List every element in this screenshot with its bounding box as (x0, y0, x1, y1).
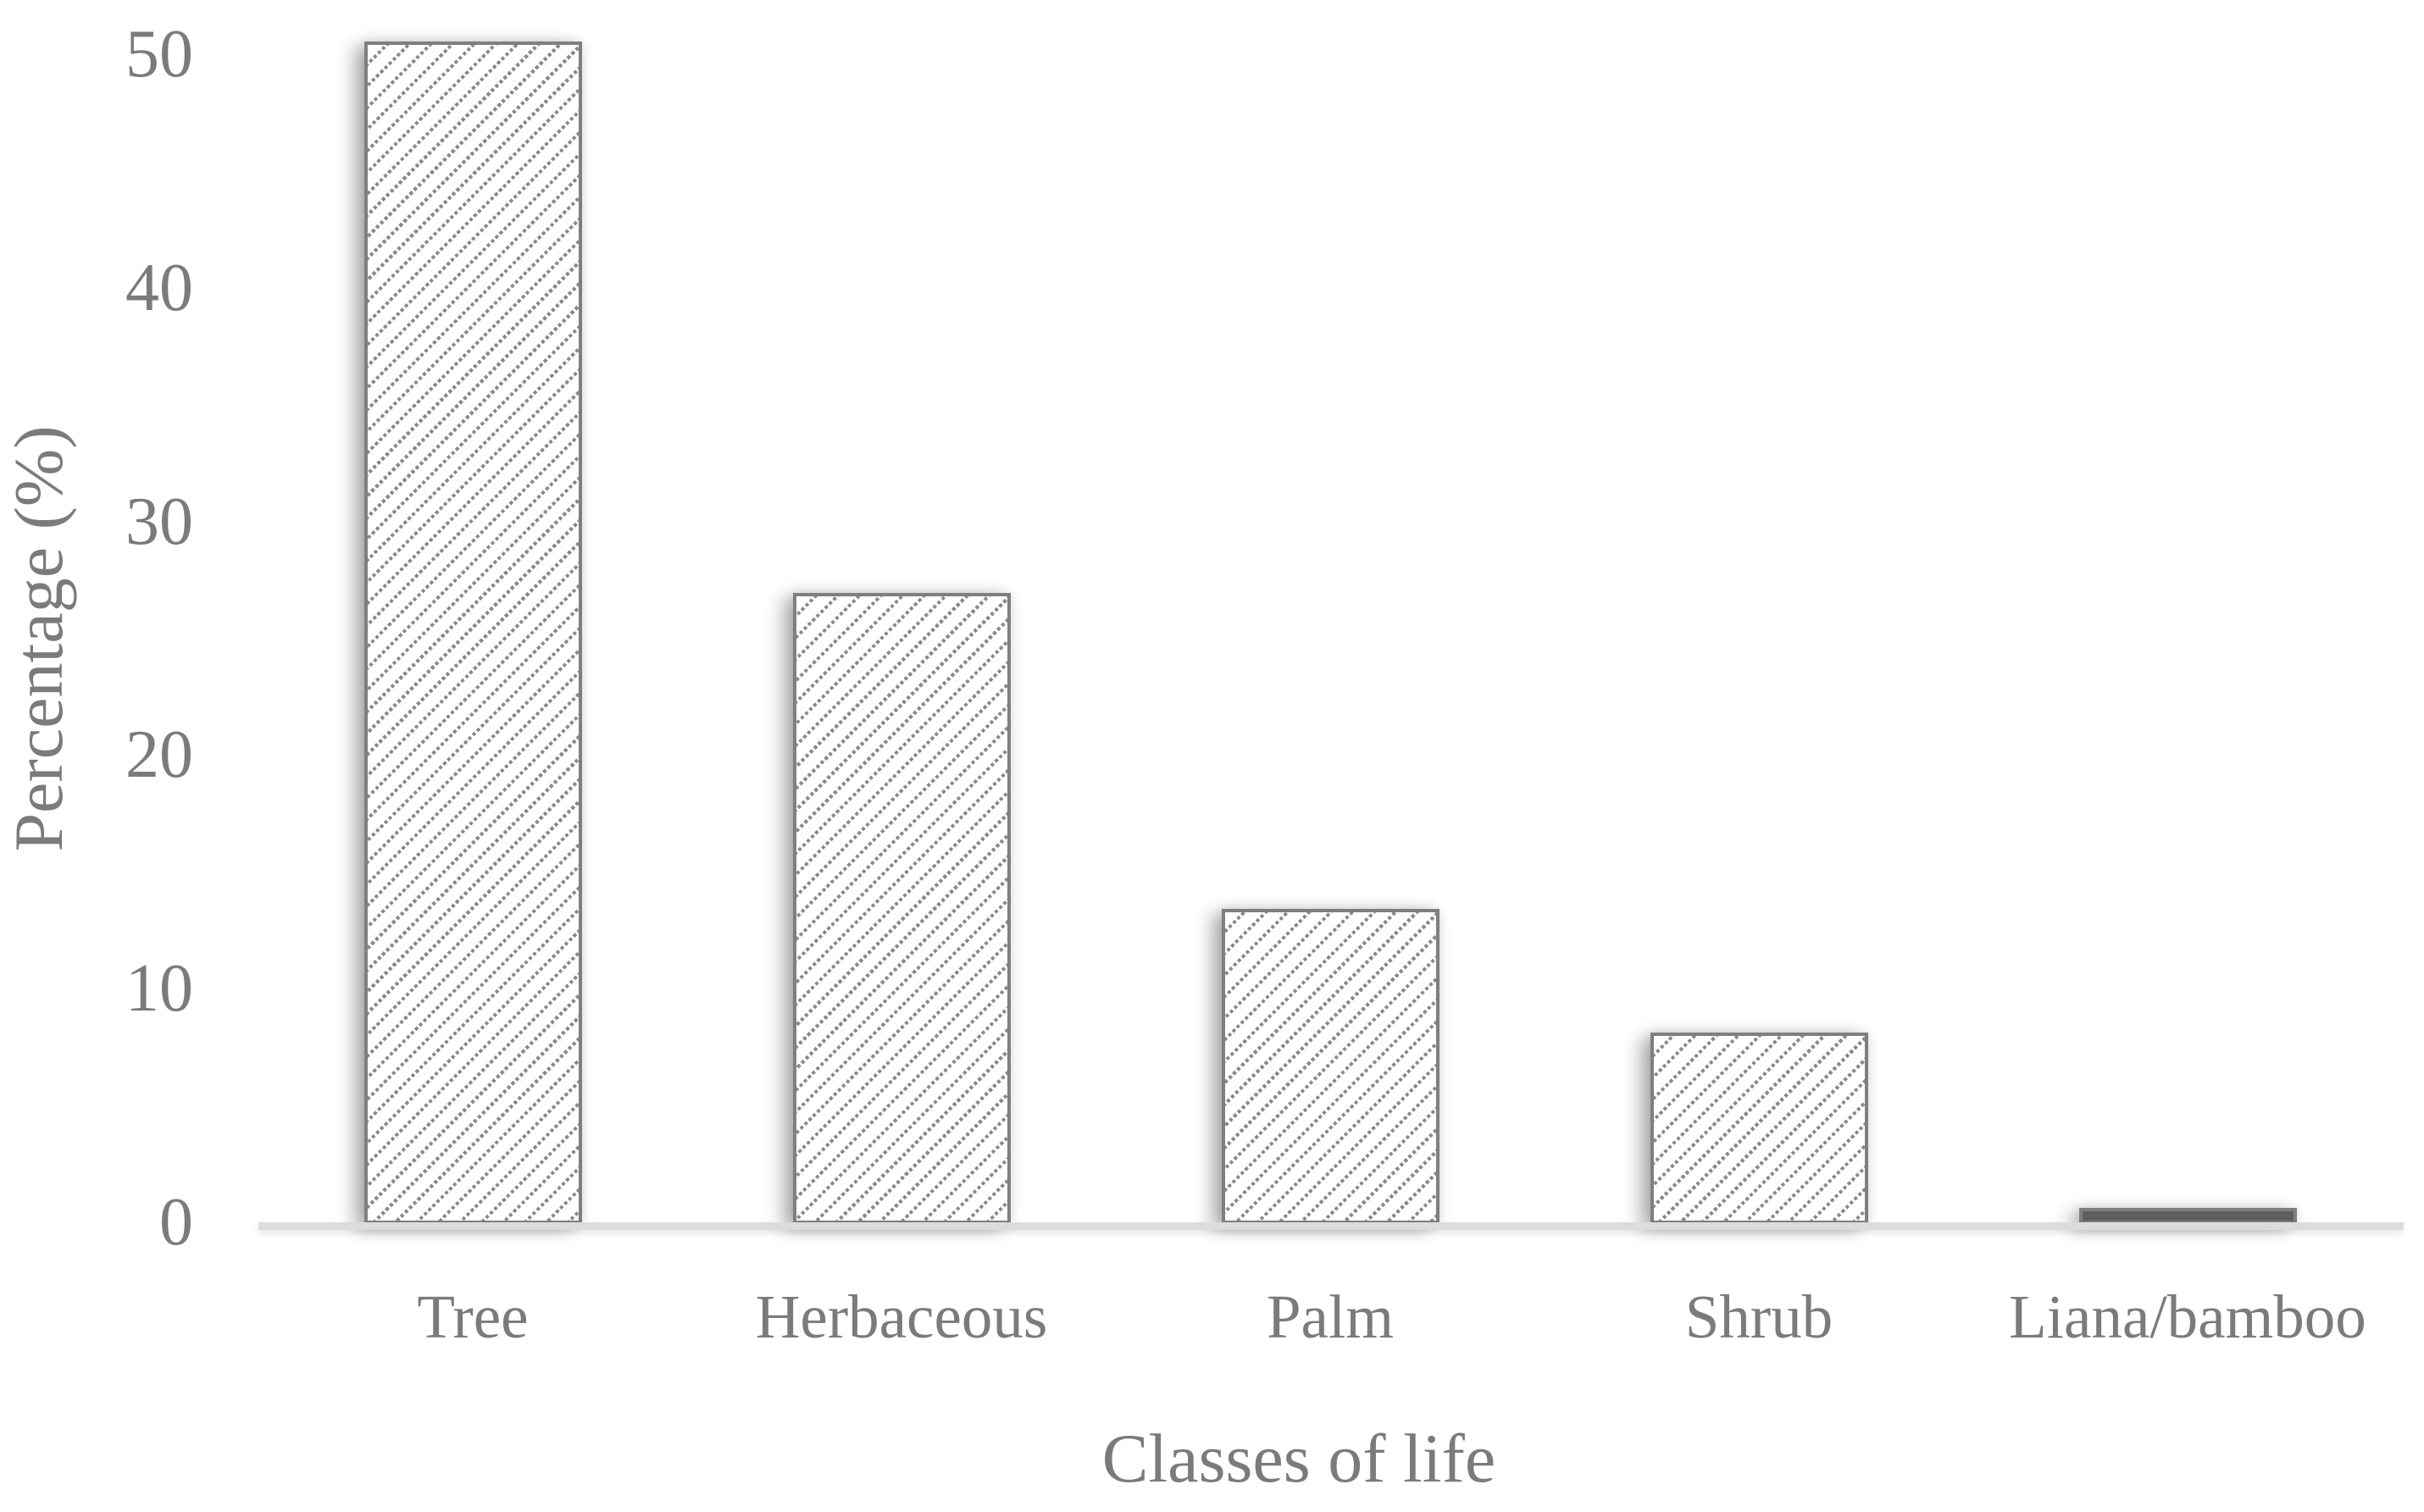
bar-tree (363, 42, 582, 1224)
y-tick-label-30: 30 (125, 484, 193, 559)
x-axis-line (258, 1222, 2404, 1230)
x-axis-title: Classes of life (1101, 1420, 1496, 1497)
bar-shrub (1650, 1032, 1868, 1224)
y-tick-label-40: 40 (125, 250, 193, 325)
y-tick-label-10: 10 (125, 951, 193, 1027)
x-category-label-tree: Tree (417, 1282, 529, 1351)
x-category-label-palm: Palm (1266, 1282, 1395, 1351)
y-tick-label-20: 20 (125, 717, 193, 793)
x-category-label-liana-bamboo: Liana/bamboo (2009, 1282, 2366, 1351)
bar-palm (1221, 908, 1439, 1224)
y-tick-label-0: 0 (159, 1185, 193, 1260)
bar-herbaceous (792, 593, 1011, 1224)
y-tick-label-50: 50 (125, 17, 193, 91)
x-category-label-shrub: Shrub (1684, 1282, 1833, 1351)
x-category-label-herbaceous: Herbaceous (755, 1282, 1048, 1351)
bar-liana-bamboo (2078, 1207, 2297, 1224)
